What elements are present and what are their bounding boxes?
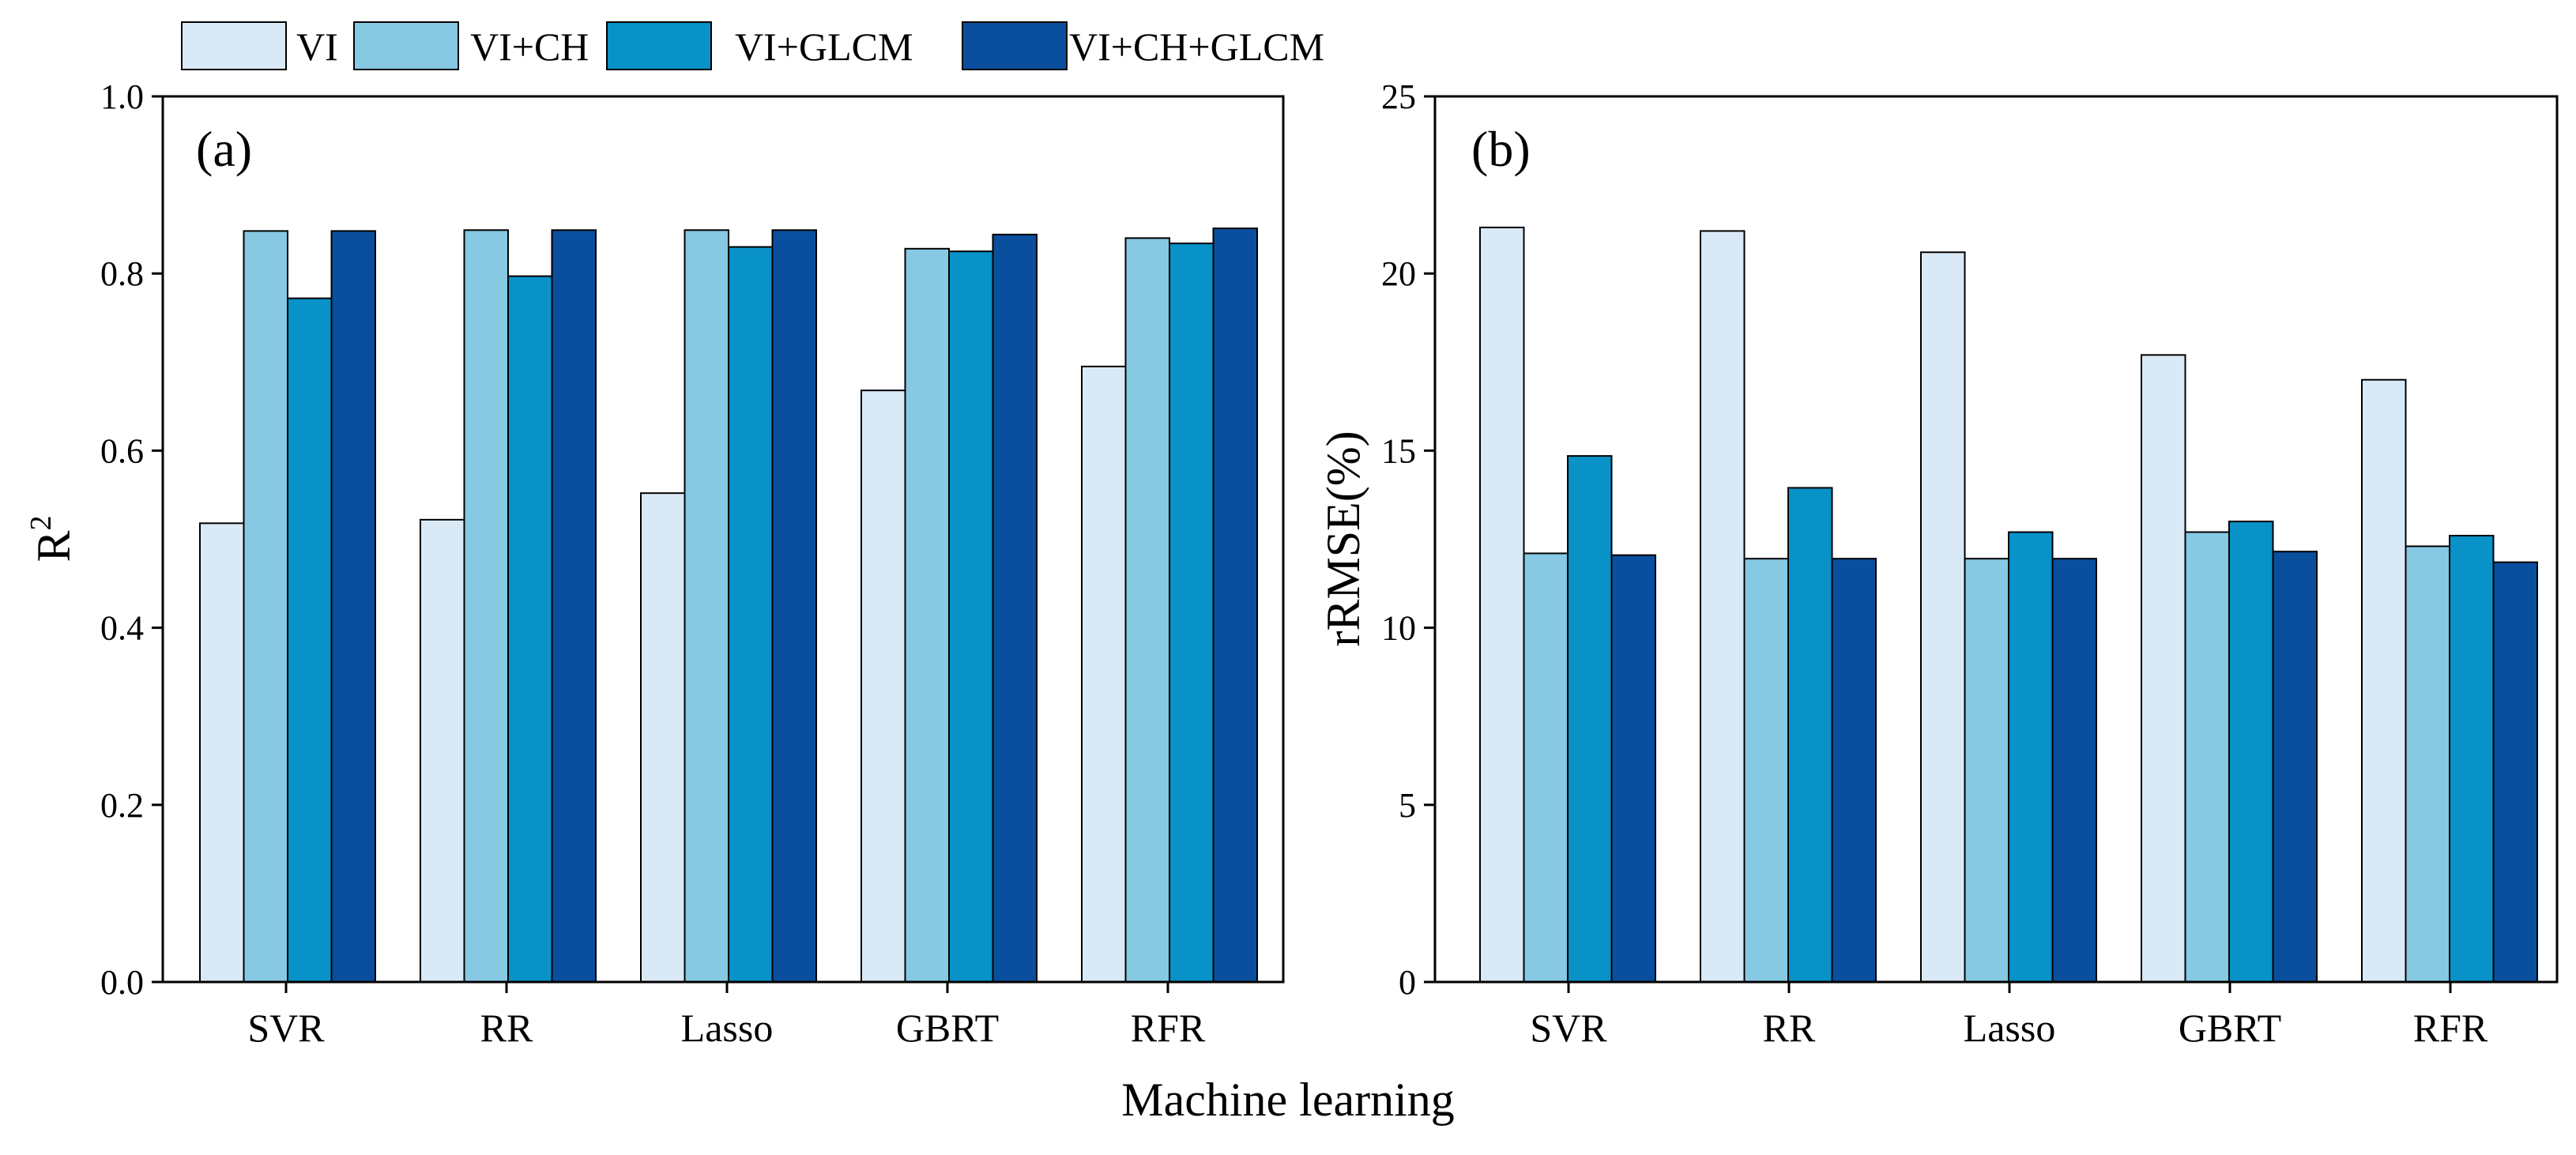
plot-frame [1433,95,2559,984]
bar-gbrt-1 [904,247,950,983]
x-axis-title: Machine learning [1121,1074,1455,1126]
bar-svr-3 [1610,554,1656,983]
bar-svr-2 [1567,455,1613,983]
chart-panel-a: 0.0 0.2 0.4 0.6 0.8 1.0 SVR RR Lasso GBRT RFR (a) R2 [24,77,1285,1050]
plot-frame [161,95,1285,984]
bar-rfr-1 [2405,545,2450,983]
bar-lasso-0 [1920,251,1966,983]
y-axis-title: R2 [24,515,80,562]
y-tick-label: 0.0 [100,963,144,1002]
legend-label-1: VI+CH [470,24,589,69]
bar-gbrt-0 [2141,354,2186,984]
x-tick-label-rfr: RFR [2413,1006,2488,1050]
legend-swatch-1 [353,21,459,70]
bar-lasso-2 [2008,531,2054,983]
bar-rfr-3 [1212,228,1258,983]
bar-svr-2 [287,297,333,983]
y-tick-label: 25 [1381,77,1416,116]
legend-swatch-3 [962,21,1068,70]
bar-rr-1 [463,229,509,983]
x-tick-label-svr: SVR [247,1006,325,1050]
x-tick-label-svr: SVR [1530,1006,1607,1050]
chart-panel-b: 0 5 10 15 20 25 SVR RR Lasso GBRT RFR (b) rRMSE(%) [1317,77,2559,1050]
x-tick-label-rfr: RFR [1131,1006,1206,1050]
bar-svr-1 [243,230,288,983]
bar-svr-3 [330,230,376,983]
bar-gbrt-3 [2272,551,2318,983]
legend-swatch-2 [606,21,712,70]
legend-label-2: VI+GLCM [735,24,913,69]
x-tick-label-gbrt: GBRT [2179,1006,2281,1050]
bar-rr-0 [1700,230,1746,983]
bar-gbrt-3 [992,233,1038,984]
bar-rr-3 [1831,558,1877,983]
y-tick-label: 20 [1381,254,1416,293]
bar-rr-1 [1743,558,1789,983]
bar-gbrt-0 [861,389,906,983]
bar-gbrt-2 [2228,521,2274,983]
x-tick-label-rr: RR [480,1006,533,1050]
bar-lasso-2 [728,246,774,983]
bar-lasso-0 [640,492,686,983]
legend: VI VI+CH VI+GLCM VI+CH+GLCM [181,21,1324,70]
y-axis-title-superscript: 2 [24,515,58,530]
bar-rfr-0 [2361,378,2407,984]
bar-lasso-3 [771,229,817,983]
y-tick-label: 1.0 [100,77,144,116]
bar-rfr-3 [2492,561,2538,983]
bar-gbrt-1 [2184,531,2230,983]
panel-label: (b) [1471,121,1531,177]
y-tick-label: 0.4 [100,609,144,648]
bar-svr-1 [1523,552,1569,983]
x-tick-label-rr: RR [1763,1006,1816,1050]
y-tick-label: 0.8 [100,254,144,293]
panel-label: (a) [196,121,252,177]
bar-rr-3 [551,229,597,983]
legend-label-3: VI+CH+GLCM [1069,24,1324,69]
bar-rfr-0 [1081,365,1127,983]
bar-lasso-1 [1964,558,2009,983]
bar-rfr-2 [2449,535,2495,983]
bar-svr-0 [1479,226,1525,983]
bar-lasso-1 [684,229,729,983]
y-axis-title: rRMSE(%) [1317,431,1369,646]
y-tick-label: 0 [1399,963,1416,1002]
bar-lasso-3 [2051,558,2097,983]
bar-svr-0 [199,522,245,983]
y-tick-label: 10 [1381,609,1416,648]
bar-rr-2 [507,275,553,983]
legend-swatch-0 [181,21,287,70]
y-tick-label: 15 [1381,431,1416,470]
y-tick-label: 5 [1399,786,1416,825]
y-tick-label: 0.6 [100,431,144,470]
y-tick-label: 0.2 [100,786,144,825]
x-tick-label-gbrt: GBRT [896,1006,999,1050]
bar-gbrt-2 [948,250,994,983]
bar-rfr-2 [1169,243,1215,983]
bar-rfr-1 [1124,237,1170,983]
legend-label-0: VI [296,24,338,69]
bar-rr-2 [1787,487,1833,983]
x-tick-label-lasso: Lasso [1964,1006,2056,1050]
x-tick-label-lasso: Lasso [681,1006,774,1050]
bar-rr-0 [420,518,465,983]
